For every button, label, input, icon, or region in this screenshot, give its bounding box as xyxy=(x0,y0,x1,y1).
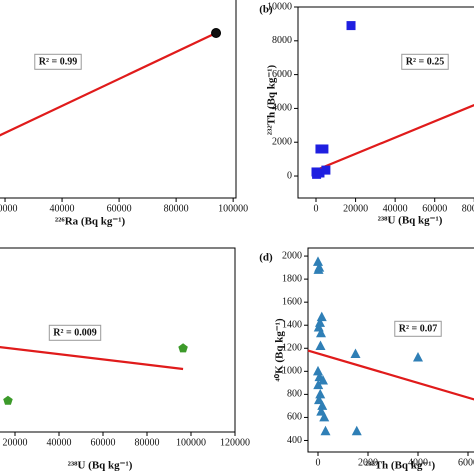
x-tick-label: 20000 xyxy=(3,437,28,448)
fit-line xyxy=(0,346,184,371)
x-tick-label: 0 xyxy=(316,457,321,468)
x-tick-label: 40000 xyxy=(47,437,72,448)
fit-line xyxy=(0,31,217,137)
y-tick-label: 400 xyxy=(287,435,302,446)
annotation: R² = 0.009 xyxy=(53,327,96,338)
plot-frame xyxy=(297,6,474,199)
y-tick-label: 4000 xyxy=(272,103,292,114)
y-axis-label: ²³²Th (Bq kg⁻¹) xyxy=(266,64,278,135)
y-tick-label: 1200 xyxy=(282,343,302,354)
panel-label: (d) xyxy=(259,252,273,264)
point xyxy=(315,340,326,350)
point xyxy=(350,348,361,359)
x-tick-label: 6000 xyxy=(458,457,474,468)
point xyxy=(211,27,222,38)
x-tick-label: 120000 xyxy=(220,437,250,448)
plot-frame xyxy=(0,0,237,199)
y-tick-label: 600 xyxy=(287,412,302,423)
point xyxy=(313,264,324,274)
point xyxy=(319,411,330,422)
y-tick-label: 800 xyxy=(287,389,302,400)
y-tick-label: 1000 xyxy=(282,366,302,377)
annotation: R² = 0.25 xyxy=(406,56,444,67)
point xyxy=(316,311,327,322)
point xyxy=(318,375,328,385)
y-tick-label: 10000 xyxy=(267,1,292,12)
point xyxy=(313,365,323,376)
y-axis-label: ⁴⁰K (Bq kg⁻¹) xyxy=(274,318,286,382)
x-tick-label: 100000 xyxy=(176,437,206,448)
y-tick-label: 2000 xyxy=(282,250,302,261)
point xyxy=(313,256,323,266)
plot-frame xyxy=(307,247,474,453)
panel-label: (b) xyxy=(259,4,273,16)
annotation-box xyxy=(48,324,102,341)
y-tick-label: 8000 xyxy=(272,35,292,46)
annotation: R² = 0.07 xyxy=(399,323,437,334)
point xyxy=(313,379,324,390)
y-tick-label: 2000 xyxy=(272,137,292,148)
point xyxy=(312,169,322,179)
x-tick-label: 60000 xyxy=(91,437,116,448)
x-tick-label: 80000 xyxy=(462,203,474,214)
point xyxy=(178,343,188,353)
point xyxy=(317,400,328,410)
x-tick-label: 20000 xyxy=(0,203,18,214)
point xyxy=(314,394,324,405)
y-tick-label: 1600 xyxy=(282,296,302,307)
x-axis-label: ²²⁶Ra (Bq kg⁻¹) xyxy=(55,216,126,228)
x-tick-label: 40000 xyxy=(50,203,75,214)
plot-frame xyxy=(0,247,236,433)
annotation-box xyxy=(394,320,442,337)
fit-line xyxy=(307,349,474,401)
x-tick-label: 80000 xyxy=(135,437,160,448)
point xyxy=(319,144,329,154)
x-tick-label: 4000 xyxy=(408,457,428,468)
x-tick-label: 2000 xyxy=(358,457,378,468)
x-tick-label: 0 xyxy=(314,203,319,214)
x-tick-label: 20000 xyxy=(343,203,368,214)
y-tick-label: 1800 xyxy=(282,273,302,284)
x-tick-label: 40000 xyxy=(383,203,408,214)
x-tick-label: 100000 xyxy=(218,203,248,214)
y-tick-label: 6000 xyxy=(272,69,292,80)
y-tick-label: 0 xyxy=(287,170,292,181)
x-axis-label: ²³⁸U (Bq kg⁻¹) xyxy=(68,460,133,472)
x-tick-label: 60000 xyxy=(422,203,447,214)
point xyxy=(413,351,423,362)
y-tick-label: 1400 xyxy=(282,320,302,331)
x-axis-label: ²³²Th (Bq kg⁻¹) xyxy=(365,460,436,472)
point xyxy=(321,165,331,175)
x-axis-label: ²³⁸U (Bq kg⁻¹) xyxy=(378,215,443,227)
x-tick-label: 60000 xyxy=(107,203,132,214)
annotation-box xyxy=(34,53,82,70)
point xyxy=(3,395,13,405)
point xyxy=(346,21,356,31)
point xyxy=(315,388,326,399)
annotation-box xyxy=(401,53,449,70)
point xyxy=(351,425,362,436)
point xyxy=(316,327,326,338)
point xyxy=(320,425,331,436)
fit-line xyxy=(315,104,474,172)
annotation: R² = 0.99 xyxy=(39,56,77,67)
x-tick-label: 80000 xyxy=(164,203,189,214)
